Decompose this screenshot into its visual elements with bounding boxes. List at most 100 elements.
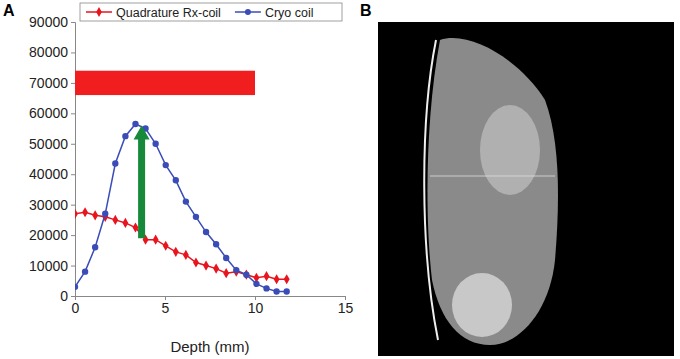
legend-box <box>80 3 342 21</box>
marker <box>183 250 189 260</box>
marker <box>243 271 249 277</box>
tick: 15 <box>338 296 354 316</box>
tick: 50000 <box>29 136 75 152</box>
x-axis-title: Depth (mm) <box>170 338 249 355</box>
marker <box>92 244 98 250</box>
tick-label: 15 <box>338 300 354 316</box>
marker <box>223 268 229 278</box>
brain-region <box>480 105 540 195</box>
marker <box>173 247 179 257</box>
marker <box>233 267 239 273</box>
tick: 10 <box>248 296 264 316</box>
y-axis: 0 10000 20000 30000 40000 50000 60000 70000 8000… <box>29 14 75 304</box>
tick-label: 20000 <box>29 227 68 243</box>
cerebellum <box>452 273 512 337</box>
marker <box>163 241 169 251</box>
marker <box>75 284 78 290</box>
marker <box>132 121 138 127</box>
tick: 40000 <box>29 166 75 182</box>
marker <box>203 260 209 270</box>
legend-marker <box>96 7 102 17</box>
figure: A 0 10000 20000 30000 40000 50000 60000 70000 800… <box>0 0 680 359</box>
marker <box>193 214 199 220</box>
image-background <box>378 22 674 356</box>
marker <box>153 235 159 245</box>
tick: 10000 <box>29 258 75 274</box>
marker <box>122 218 128 228</box>
marker <box>274 274 280 284</box>
marker <box>112 160 118 166</box>
tick-label: 70000 <box>29 75 68 91</box>
plot-area <box>75 71 290 295</box>
marker <box>243 270 249 280</box>
axis-line <box>71 23 76 297</box>
series-line <box>75 124 287 291</box>
marker <box>163 162 169 168</box>
tick-mark <box>71 205 75 206</box>
tick: 60000 <box>29 105 75 121</box>
tick-label: 30000 <box>29 197 68 213</box>
tick: 0 <box>72 296 80 316</box>
brain-slice <box>427 38 558 345</box>
tick-label: 90000 <box>29 14 68 30</box>
marker <box>92 210 98 220</box>
marker <box>233 267 239 277</box>
tick-label: 60000 <box>29 105 68 121</box>
tick-mark <box>71 174 75 175</box>
axis-line <box>76 297 346 301</box>
tick-label: 40000 <box>29 166 68 182</box>
marker <box>223 255 229 261</box>
tick-mark <box>71 113 75 114</box>
tick-mark <box>71 144 75 145</box>
marker <box>82 268 88 274</box>
legend-label: Quadrature Rx-coil <box>116 6 221 20</box>
x-axis: 0 5 10 15 <box>72 296 354 316</box>
image-line <box>430 176 555 177</box>
tick-mark <box>71 296 75 297</box>
panel-label: B <box>360 2 372 19</box>
marker <box>273 288 279 294</box>
marker <box>75 209 78 219</box>
tick: 30000 <box>29 197 75 213</box>
tick-mark <box>71 235 75 236</box>
tick-mark <box>71 52 75 53</box>
panel-label: A <box>3 2 15 19</box>
tick: 80000 <box>29 44 75 60</box>
tick-label: 0 <box>72 300 80 316</box>
marker <box>133 222 139 232</box>
marker <box>283 288 289 294</box>
marker <box>193 257 199 267</box>
tick: 90000 <box>29 14 75 30</box>
marker <box>122 133 128 139</box>
coil-edge <box>424 40 438 340</box>
legend: Quadrature Rx-coil Cryo coil <box>80 3 342 21</box>
mri-image <box>378 22 674 356</box>
marker <box>213 241 219 247</box>
tick-label: 5 <box>162 300 170 316</box>
tick: 70000 <box>29 75 75 91</box>
tick-mark <box>71 22 75 23</box>
marker <box>82 207 88 217</box>
tick-mark <box>71 83 75 84</box>
marker <box>102 211 108 217</box>
arrow <box>134 126 150 239</box>
tick-label: 80000 <box>29 44 68 60</box>
marker <box>264 271 270 281</box>
marker <box>253 281 259 287</box>
marker <box>263 285 269 291</box>
tick: 20000 <box>29 227 75 243</box>
range-bar <box>75 71 255 95</box>
marker <box>183 198 189 204</box>
legend-label: Cryo coil <box>265 6 314 20</box>
tick-label: 10000 <box>29 258 68 274</box>
tick-mark <box>71 266 75 267</box>
tick-label: 10 <box>248 300 264 316</box>
marker <box>203 229 209 235</box>
tick: 5 <box>162 296 170 316</box>
marker <box>173 177 179 183</box>
marker <box>213 264 219 274</box>
tick-label: 0 <box>60 288 68 304</box>
series-line <box>75 212 287 279</box>
marker <box>284 274 290 284</box>
marker <box>112 215 118 225</box>
